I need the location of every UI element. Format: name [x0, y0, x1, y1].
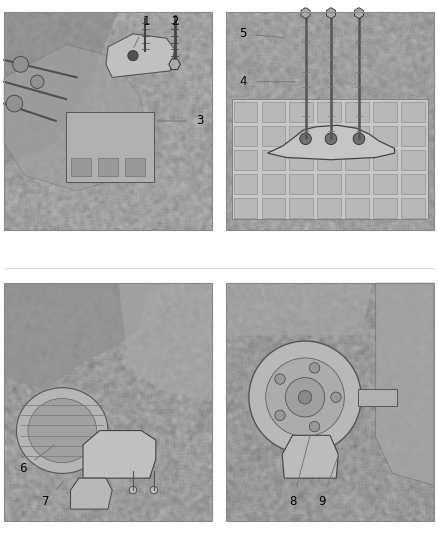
Bar [401, 198, 425, 218]
Bar [233, 150, 258, 170]
Polygon shape [169, 59, 180, 70]
Bar [4, 283, 212, 521]
Text: 6: 6 [19, 445, 55, 475]
Bar [345, 198, 369, 218]
Polygon shape [4, 283, 150, 390]
Bar [261, 102, 285, 122]
Bar [233, 198, 258, 218]
Bar [345, 126, 369, 146]
Bar [226, 12, 434, 230]
Bar [232, 99, 428, 219]
Bar [373, 150, 397, 170]
Bar [345, 150, 369, 170]
Circle shape [275, 374, 285, 384]
Bar [261, 174, 285, 194]
Polygon shape [301, 7, 310, 19]
Circle shape [249, 341, 361, 454]
Text: 8: 8 [289, 434, 310, 508]
Circle shape [275, 410, 285, 421]
Text: 5: 5 [239, 27, 284, 41]
Circle shape [325, 133, 337, 144]
Polygon shape [118, 283, 212, 402]
Circle shape [286, 377, 325, 417]
Bar [290, 150, 313, 170]
Bar [358, 389, 396, 406]
Bar [261, 126, 285, 146]
Bar [290, 198, 313, 218]
Bar [261, 150, 285, 170]
Polygon shape [326, 7, 336, 19]
Bar [4, 12, 212, 230]
Circle shape [13, 56, 28, 72]
Bar [67, 112, 154, 182]
Polygon shape [376, 283, 434, 486]
Bar [401, 126, 425, 146]
Bar [345, 102, 369, 122]
Polygon shape [4, 12, 118, 165]
Polygon shape [282, 435, 338, 478]
Bar [373, 126, 397, 146]
Bar [290, 126, 313, 146]
Bar [290, 102, 313, 122]
Bar [98, 158, 118, 175]
Circle shape [150, 486, 158, 494]
Bar [401, 102, 425, 122]
Bar [401, 150, 425, 170]
Polygon shape [354, 7, 364, 19]
Circle shape [31, 75, 44, 88]
Text: 7: 7 [42, 481, 64, 508]
Bar [233, 102, 258, 122]
Circle shape [309, 422, 320, 432]
Bar [125, 158, 145, 175]
Circle shape [300, 133, 311, 144]
Circle shape [129, 486, 137, 494]
Bar [226, 283, 434, 521]
Polygon shape [106, 34, 175, 77]
Bar [233, 174, 258, 194]
Circle shape [309, 362, 320, 373]
Ellipse shape [17, 387, 108, 473]
Bar [290, 174, 313, 194]
Polygon shape [226, 283, 371, 335]
Polygon shape [4, 45, 150, 191]
Polygon shape [71, 478, 112, 509]
Circle shape [128, 51, 138, 61]
Bar [318, 126, 341, 146]
Bar [318, 174, 341, 194]
Bar [373, 174, 397, 194]
Circle shape [266, 358, 344, 437]
Bar [373, 198, 397, 218]
Circle shape [331, 392, 341, 402]
Bar [401, 174, 425, 194]
Text: 2: 2 [171, 15, 178, 38]
Text: 1: 1 [134, 15, 150, 47]
Circle shape [6, 95, 23, 112]
Bar [345, 174, 369, 194]
Bar [318, 198, 341, 218]
Polygon shape [268, 125, 395, 160]
Bar [233, 126, 258, 146]
Text: 4: 4 [239, 75, 295, 88]
Circle shape [353, 133, 365, 144]
Bar [318, 102, 341, 122]
Circle shape [298, 391, 312, 404]
Bar [318, 150, 341, 170]
Text: 9: 9 [318, 454, 339, 508]
Ellipse shape [28, 399, 96, 463]
Bar [373, 102, 397, 122]
Polygon shape [83, 431, 156, 478]
Bar [261, 198, 285, 218]
Text: 3: 3 [158, 115, 203, 127]
Bar [71, 158, 92, 175]
